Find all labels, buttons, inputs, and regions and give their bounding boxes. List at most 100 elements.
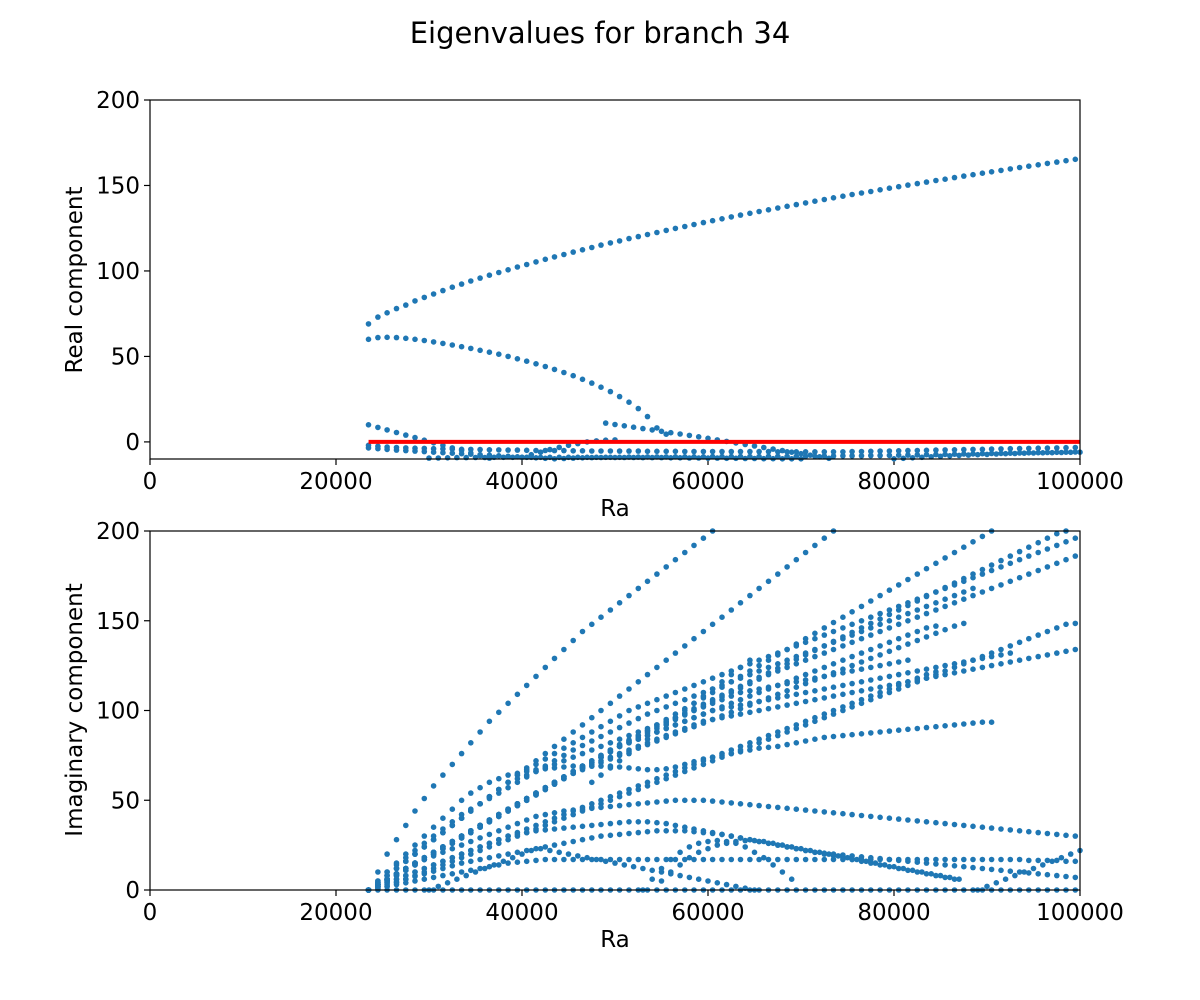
data-point <box>1054 159 1060 165</box>
data-point <box>784 453 790 460</box>
data-point <box>914 452 921 458</box>
data-point <box>905 618 911 624</box>
data-point <box>547 847 553 854</box>
data-point <box>737 675 744 681</box>
data-point <box>812 856 818 863</box>
data-point <box>914 679 921 685</box>
data-point <box>747 856 753 863</box>
data-point <box>496 840 502 847</box>
data-point <box>468 808 474 814</box>
data-point <box>682 768 688 775</box>
data-point <box>840 193 846 199</box>
data-point <box>709 856 716 863</box>
data-point <box>933 177 939 184</box>
data-point <box>649 427 655 433</box>
data-point <box>523 447 530 454</box>
data-point <box>412 860 418 866</box>
data-point <box>812 542 818 549</box>
data-point <box>858 700 865 707</box>
data-point <box>1063 648 1069 655</box>
data-point <box>589 738 595 744</box>
data-point <box>812 736 818 742</box>
data-point <box>686 874 693 881</box>
data-point <box>751 837 758 844</box>
data-point <box>635 704 642 710</box>
data-point <box>570 747 576 753</box>
data-point <box>1035 445 1041 452</box>
data-point <box>923 675 930 681</box>
data-point <box>737 212 744 218</box>
data-point <box>412 298 418 304</box>
data-point <box>709 830 716 837</box>
data-point <box>784 729 790 735</box>
data-point <box>477 847 483 854</box>
data-point <box>793 856 800 863</box>
data-point <box>505 447 511 453</box>
data-point <box>886 673 893 680</box>
data-point <box>998 856 1004 863</box>
data-point <box>640 865 646 872</box>
data-point <box>589 763 595 769</box>
data-point <box>449 845 456 852</box>
data-point <box>626 790 632 796</box>
data-point <box>784 693 790 699</box>
data-point <box>1016 164 1023 171</box>
real-y-tick-label: 0 <box>125 430 140 456</box>
data-point <box>523 847 530 854</box>
data-point <box>598 833 604 839</box>
data-point <box>905 867 911 874</box>
data-point <box>444 880 451 886</box>
data-point <box>663 454 669 460</box>
data-point <box>951 863 958 869</box>
data-point <box>644 819 651 825</box>
data-point <box>942 585 948 592</box>
data-point <box>998 167 1004 174</box>
data-point <box>942 596 948 602</box>
data-point <box>616 764 623 770</box>
data-point <box>542 827 549 833</box>
real-series-points <box>365 156 1083 462</box>
data-point <box>988 719 995 725</box>
data-point <box>1026 870 1032 876</box>
data-point <box>877 729 883 735</box>
data-point <box>542 844 549 850</box>
data-point <box>886 856 893 863</box>
data-point <box>1007 827 1014 833</box>
data-point <box>403 447 409 454</box>
data-point <box>654 799 660 805</box>
data-point <box>477 729 483 735</box>
data-point <box>672 454 679 460</box>
data-point <box>616 743 623 750</box>
data-point <box>877 448 883 454</box>
data-point <box>658 428 665 435</box>
data-point <box>988 562 995 568</box>
data-point <box>895 183 902 190</box>
data-point <box>635 736 642 742</box>
data-point <box>840 643 846 649</box>
data-point <box>812 198 818 204</box>
data-point <box>626 448 632 454</box>
data-point <box>705 435 711 442</box>
data-point <box>933 671 939 678</box>
data-point <box>877 662 883 669</box>
data-point <box>793 684 800 690</box>
data-point <box>761 854 767 861</box>
data-point <box>1072 646 1079 653</box>
data-point <box>895 448 902 454</box>
data-point <box>1063 556 1069 563</box>
data-point <box>635 856 642 863</box>
data-point <box>663 704 669 710</box>
data-point <box>589 621 595 628</box>
data-point <box>561 745 567 751</box>
data-point <box>523 768 530 775</box>
data-point <box>491 862 497 868</box>
data-point <box>709 675 716 681</box>
data-point <box>891 863 897 870</box>
data-point <box>914 614 921 620</box>
data-point <box>979 566 986 573</box>
data-point <box>914 571 921 577</box>
data-point <box>979 450 986 457</box>
data-point <box>607 856 614 863</box>
data-point <box>765 684 772 690</box>
data-point <box>728 453 735 460</box>
